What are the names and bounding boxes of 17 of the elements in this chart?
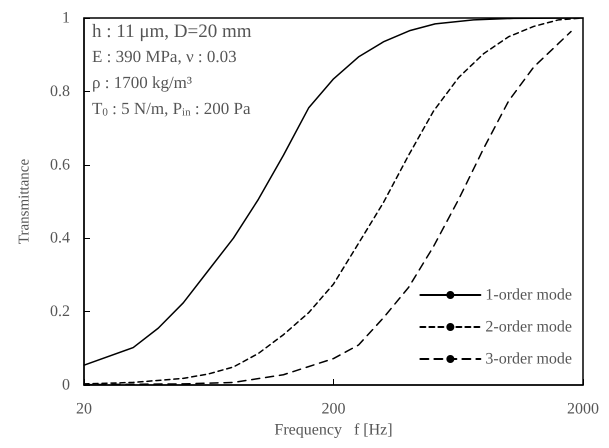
x-axis-title: Frequency f [Hz] (274, 421, 393, 438)
y-tick-label: 0.2 (50, 303, 70, 320)
x-tick-label: 200 (322, 400, 346, 418)
legend-label: 3-order mode (485, 350, 572, 368)
y-tick-label: 0.4 (50, 230, 70, 247)
y-tick-label: 0.6 (50, 156, 70, 174)
annotation: E : 390 MPa, ν : 0.03 (92, 47, 237, 66)
y-tick-label: 1 (62, 10, 70, 26)
legend-label: 2-order mode (485, 318, 572, 336)
y-axis-title: Transmittance (16, 158, 32, 244)
x-tick-label: 20 (76, 400, 92, 418)
annotation: ρ : 1700 kg/m³ (92, 73, 192, 92)
x-tick-label: 2000 (567, 400, 599, 418)
y-tick-label: 0.8 (50, 82, 70, 100)
y-tick-label: 0 (62, 376, 70, 394)
legend-label: 1-order mode (485, 286, 572, 304)
annotation: h : 11 μm, D=20 mm (92, 21, 252, 42)
